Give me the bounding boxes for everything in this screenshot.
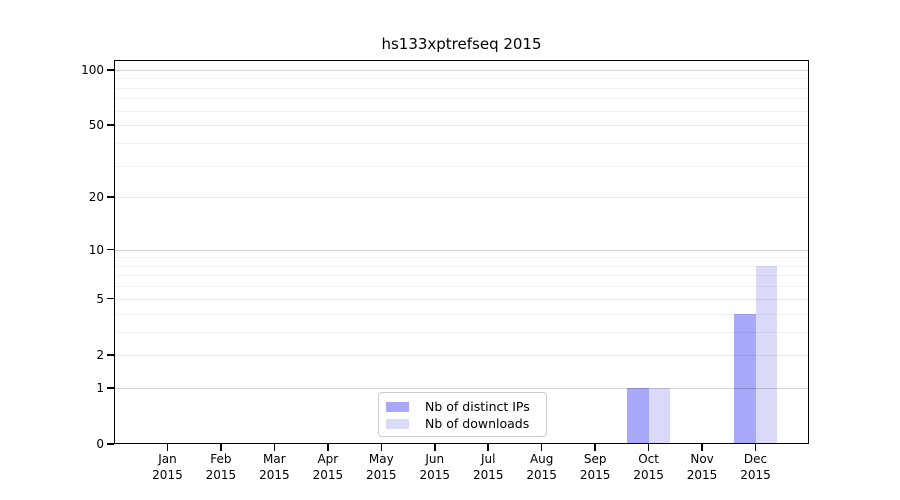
y-gridline: [114, 69, 809, 71]
x-tick: [701, 444, 703, 451]
x-tick: [273, 444, 276, 451]
y-tick: [107, 354, 114, 356]
bar: [627, 387, 649, 444]
legend-item-distinct-ips: Nb of distinct IPs: [379, 398, 546, 415]
x-tick-label-line: 2015: [366, 467, 397, 482]
y-minor-gridline: [114, 165, 809, 167]
x-tick-label-line: 2015: [686, 467, 718, 482]
y-tick-label: 10: [88, 242, 104, 257]
y-minor-gridline: [114, 275, 809, 277]
y-tick-label: 5: [96, 291, 104, 306]
x-tick-label-line: Jul: [480, 452, 496, 466]
y-gridline: [114, 125, 809, 127]
x-tick-label-line: Dec: [743, 452, 768, 466]
y-tick: [107, 443, 114, 445]
x-tick-label: Aug 2015: [512, 452, 572, 483]
y-minor-gridline: [114, 110, 809, 112]
legend: Nb of distinct IPs Nb of downloads: [378, 392, 547, 437]
x-tick-label-line: 2015: [472, 467, 504, 482]
y-gridline: [114, 249, 809, 251]
y-tick-label: 0: [96, 437, 104, 451]
legend-label-distinct-ips: Nb of distinct IPs: [425, 399, 530, 414]
x-tick: [754, 444, 757, 451]
plot-area: [114, 60, 809, 444]
legend-label-downloads: Nb of downloads: [425, 416, 530, 431]
bar: [734, 313, 756, 444]
x-tick: [647, 444, 650, 451]
x-tick-label: Mar 2015: [244, 452, 304, 483]
x-tick-label-line: 2015: [740, 467, 771, 482]
x-tick: [540, 444, 543, 451]
y-minor-gridline: [114, 331, 809, 333]
x-tick-label-line: Aug: [529, 452, 554, 466]
y-gridline: [114, 298, 809, 300]
x-tick-label-line: Nov: [690, 452, 714, 466]
x-tick-label: Feb 2015: [191, 452, 251, 483]
x-tick-label-line: 2015: [419, 467, 451, 482]
y-tick-label: 1: [96, 380, 104, 395]
y-tick: [107, 69, 114, 71]
y-gridline: [114, 354, 809, 356]
x-tick-label-line: 2015: [205, 467, 237, 482]
y-tick-label: 20: [88, 190, 104, 205]
y-tick-label: 100: [81, 62, 104, 77]
y-tick: [107, 387, 114, 389]
x-tick-label: Nov 2015: [672, 452, 732, 483]
y-tick: [107, 248, 114, 251]
y-minor-gridline: [114, 286, 809, 288]
x-tick-label: Jun 2015: [405, 452, 465, 483]
y-tick-label: 2: [96, 347, 104, 362]
y-minor-gridline: [114, 142, 809, 144]
x-tick-label: Jan 2015: [137, 452, 197, 483]
x-tick-label: May 2015: [351, 452, 411, 483]
y-minor-gridline: [114, 265, 809, 267]
legend-swatch-distinct-ips: [386, 401, 409, 412]
x-tick: [380, 444, 383, 451]
y-tick-label: 50: [88, 118, 104, 133]
x-tick-label: Oct 2015: [619, 452, 679, 483]
x-tick-label-line: Jun: [425, 452, 445, 466]
bar: [755, 265, 777, 444]
legend-item-downloads: Nb of downloads: [379, 415, 546, 432]
y-gridline: [114, 197, 809, 199]
x-tick-label-line: 2015: [579, 467, 611, 482]
x-tick: [594, 444, 596, 451]
y-minor-gridline: [114, 257, 809, 259]
x-tick-label-line: Mar: [263, 452, 286, 466]
x-tick-label-line: 2015: [152, 467, 183, 482]
x-tick-label-line: 2015: [312, 467, 344, 482]
y-minor-gridline: [114, 98, 809, 100]
x-tick-label-line: 2015: [259, 467, 290, 482]
x-tick-label-line: May: [368, 452, 394, 466]
x-tick-label: Dec 2015: [726, 452, 786, 483]
legend-swatch-downloads: [386, 418, 409, 429]
chart-title: hs133xptrefseq 2015: [381, 35, 542, 53]
y-gridline: [114, 387, 809, 389]
x-tick: [487, 444, 489, 451]
x-tick: [327, 444, 329, 451]
x-tick-label-line: Sep: [583, 452, 607, 466]
x-tick-label-line: Apr: [317, 452, 339, 466]
x-tick-label-line: Jan: [158, 452, 177, 466]
x-tick-label-line: Oct: [638, 452, 659, 466]
x-tick-label: Sep 2015: [565, 452, 625, 483]
y-tick: [107, 297, 114, 300]
x-tick: [434, 444, 436, 451]
y-tick: [107, 196, 114, 198]
y-tick: [107, 124, 114, 126]
y-minor-gridline: [114, 313, 809, 315]
x-tick-label-line: 2015: [633, 467, 664, 482]
y-minor-gridline: [114, 78, 809, 80]
x-tick-label: Apr 2015: [298, 452, 358, 483]
x-tick: [220, 444, 222, 451]
y-minor-gridline: [114, 87, 809, 89]
bar: [648, 387, 670, 444]
x-tick-label: Jul 2015: [458, 452, 518, 483]
x-tick-label-line: Feb: [210, 452, 232, 466]
x-tick: [166, 444, 169, 451]
x-tick-label-line: 2015: [526, 467, 557, 482]
